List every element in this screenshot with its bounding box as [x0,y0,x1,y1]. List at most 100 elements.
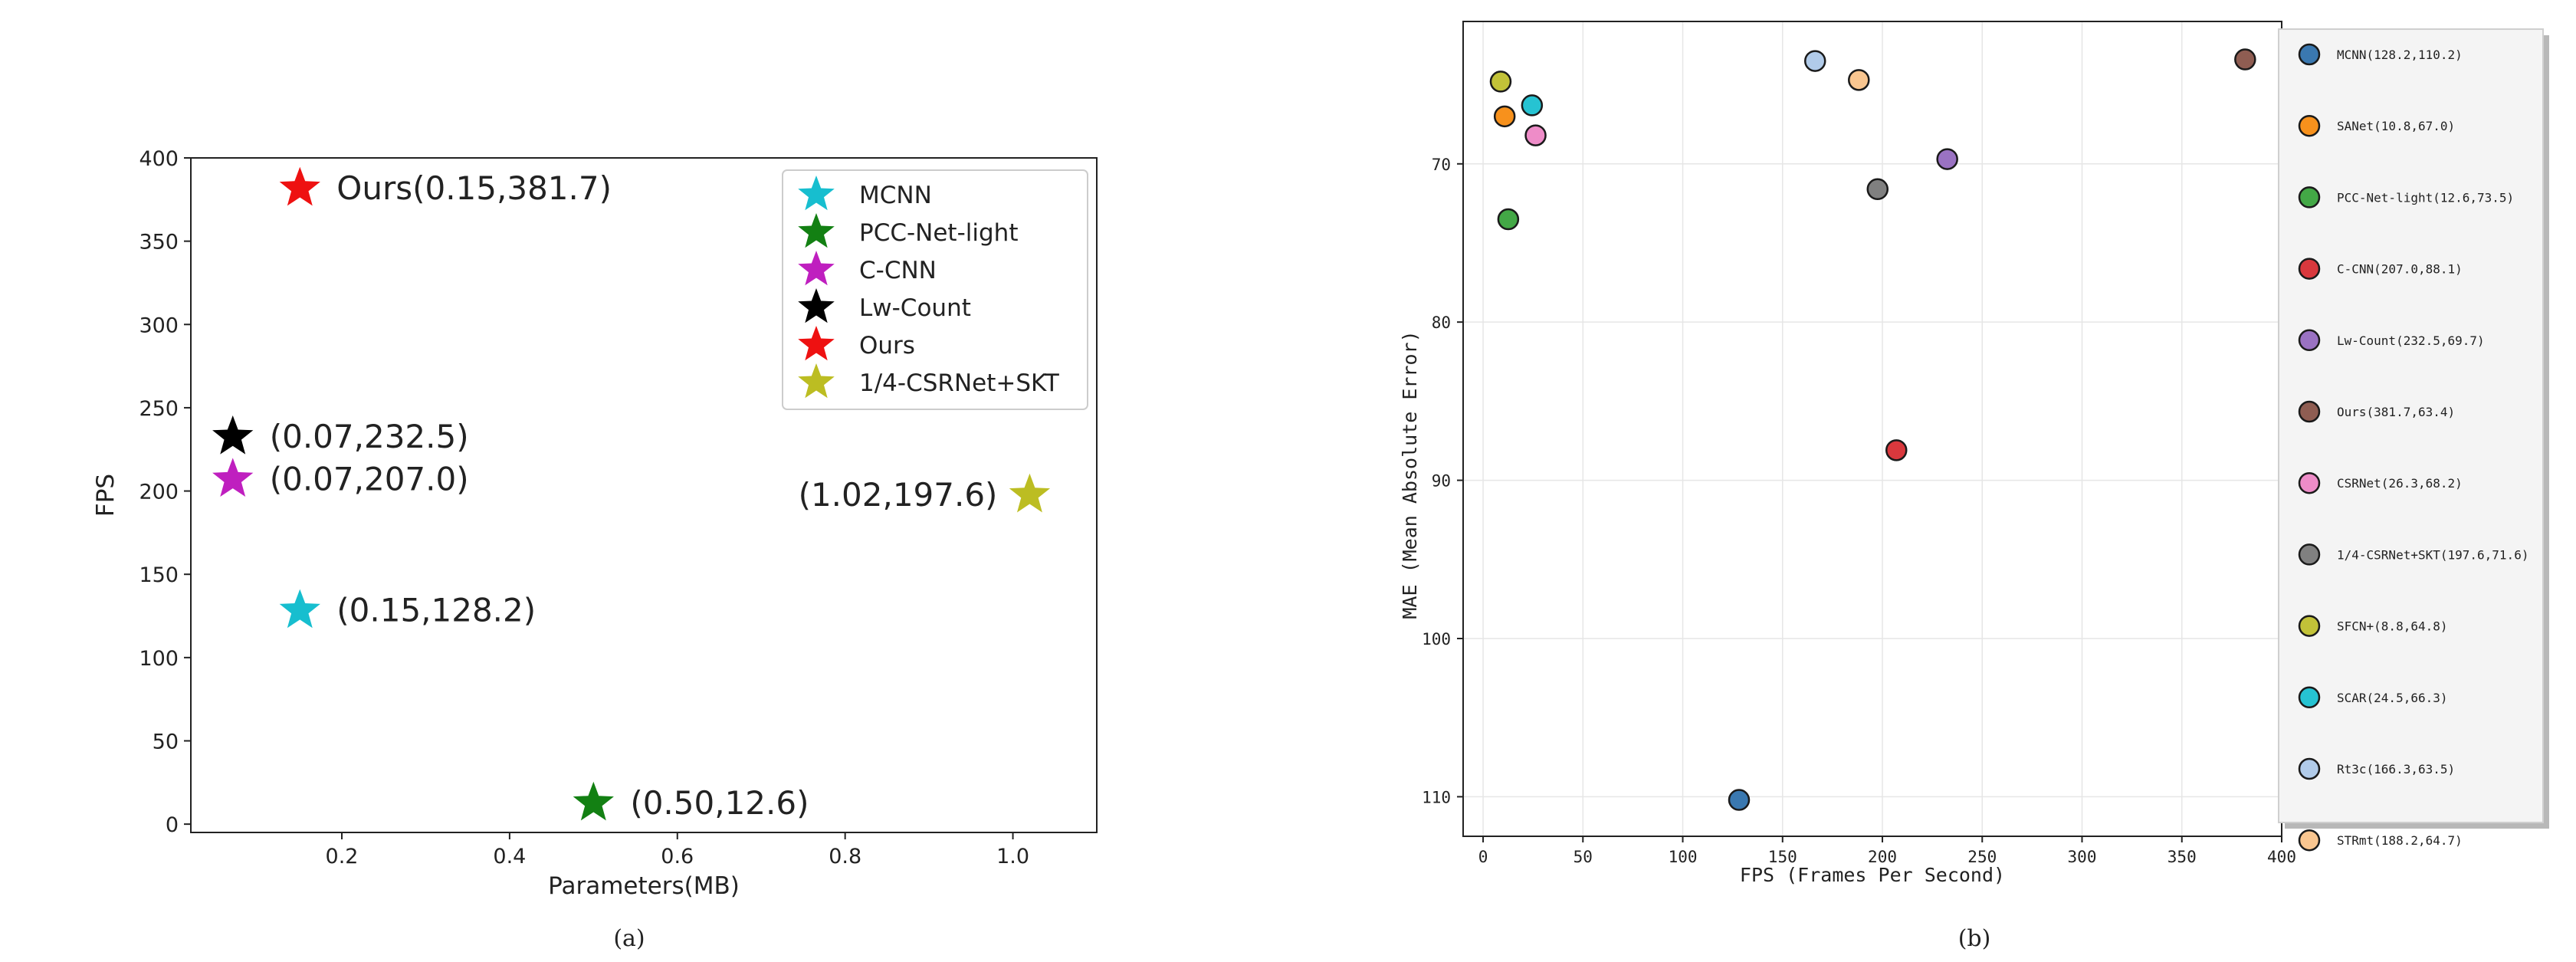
chart-a-legend-swatch [798,176,835,211]
chart-a-x-tick-label: 0.2 [326,845,359,868]
chart-b-x-tick-label: 250 [1967,848,1997,866]
chart-b-x-axis-label: FPS (Frames Per Second) [1740,864,2005,886]
chart-b-legend-label: PCC-Net-light(12.6,73.5) [2337,190,2514,205]
chart-b-legend-label: SANet(10.8,67.0) [2337,119,2455,133]
chart-a-legend-label: PCC-Net-light [859,219,1018,247]
chart-a-x-tick-label: 0.8 [829,845,861,868]
chart-b-point-c-cnn [1885,439,1908,461]
chart-b-point-rt3c [1803,50,1826,72]
chart-b-legend-label: SFCN+(8.8,64.8) [2337,619,2448,634]
chart-b-point-strmt [1848,69,1870,91]
chart-a-legend-label: C-CNN [859,257,937,284]
chart-b-legend-swatch [2298,186,2321,208]
chart-b-y-tick-label: 110 [1422,788,1451,806]
chart-b-point-csrnet [1524,124,1547,146]
chart-b-x-tick-label: 150 [1768,848,1797,866]
chart-a-legend-swatch [798,363,835,399]
chart-b-legend-swatch [2298,615,2321,637]
chart-a-legend: MCNN PCC-Net-light C-CNN Lw-Count Ours 1/4-CS… [782,169,1088,410]
chart-b-x-tick-label: 400 [2267,848,2296,866]
chart-b-y-tick-label: 100 [1422,630,1451,648]
chart-b-legend-label: STRmt(188.2,64.7) [2337,833,2463,848]
chart-b-legend-swatch [2298,543,2321,566]
chart-a-legend-swatch [798,251,835,286]
chart-a-legend-label: Lw-Count [859,294,971,322]
chart-b-y-tick-label: 70 [1432,156,1451,174]
chart-a-legend-label: Ours [859,332,915,360]
chart-b-point-scar [1521,94,1544,117]
chart-a-legend-label: 1/4-CSRNet+SKT [859,369,1060,397]
chart-b-legend-label: Ours(381.7,63.4) [2337,405,2455,419]
chart-b-point-sanet [1493,105,1516,128]
chart-b-grid [1463,21,2282,836]
chart-b-legend-label: SCAR(24.5,66.3) [2337,691,2448,705]
chart-b-x-tick-label: 100 [1669,848,1698,866]
chart-b-point-lw-count [1936,148,1958,170]
chart-b-legend-swatch [2298,258,2321,280]
chart-a-legend-swatch [798,288,835,323]
chart-a-x-tick-label: 0.6 [661,845,694,868]
chart-b-point-1-4-csrnet-skt [1866,178,1889,201]
chart-b-point-ours [2234,48,2256,71]
chart-a-data-label: Ours(0.15,381.7) [336,169,612,207]
chart-b-plot-frame [1462,21,2282,837]
chart-a-point-c-cnn [212,458,254,497]
chart-b-y-tick-label: 80 [1432,314,1451,332]
chart-b-legend-swatch [2298,43,2321,66]
chart-b-legend-swatch [2298,329,2321,352]
chart-b-points [1489,48,2256,811]
chart-a-legend-swatch [798,326,835,361]
chart-a-y-tick-label: 400 [139,147,179,171]
chart-b-point-pcc-net-light [1497,208,1520,231]
chart-b-x-tick-label: 0 [1478,848,1488,866]
chart-b-legend-swatch [2298,829,2321,852]
chart-a-y-tick-label: 50 [153,730,179,754]
chart-b-ticks: 0 50 100 150 200 250 300 350 400 70 80 90 100 110 [1422,156,2296,866]
chart-a-y-tick-label: 100 [139,647,179,671]
chart-a-point-pcc-net-light [573,781,614,821]
chart-a-point-lw-count [212,415,254,455]
chart-a: 0.2 0.4 0.6 0.8 1.0050100150200250300350400 … [92,147,1098,952]
chart-a-point-1-4-csrnet-skt [1009,473,1051,513]
chart-a-y-axis-label: FPS [92,474,120,517]
chart-a-y-tick-label: 200 [139,481,179,504]
chart-a-caption: (a) [613,925,645,952]
chart-a-y-tick-label: 300 [139,314,179,337]
chart-b-legend-box [2278,28,2544,823]
chart-b: 0 50 100 150 200 250 300 350 400 70 80 90 100 110 MCN… [1399,21,2549,952]
chart-b-x-tick-label: 50 [1573,848,1593,866]
chart-b-point-sfcn- [1489,71,1512,93]
chart-a-points: (0.15,128.2) (0.50,12.6) (0.07,207.0) (0.07… [212,166,1051,822]
chart-a-x-axis-label: Parameters(MB) [548,872,740,900]
chart-b-legend-swatch [2298,686,2321,709]
chart-b-legend-label: Lw-Count(232.5,69.7) [2337,333,2485,348]
chart-b-legend-label: Rt3c(166.3,63.5) [2337,762,2455,776]
chart-a-data-label: (0.50,12.6) [630,784,809,822]
chart-b-y-axis-label: MAE (Mean Absolute Error) [1399,330,1421,619]
chart-b-legend-label: C-CNN(207.0,88.1) [2337,262,2463,277]
chart-b-legend-swatch [2298,757,2321,780]
chart-a-legend-label: MCNN [859,182,932,209]
chart-b-legend-swatch [2298,471,2321,494]
chart-a-point-ours [279,166,320,206]
chart-b-legend-swatch [2298,400,2321,423]
chart-b-legend: MCNN(128.2,110.2) SANet(10.8,67.0) PCC-Net… [2278,28,2549,852]
chart-b-point-mcnn [1728,789,1751,811]
chart-b-x-tick-label: 300 [2068,848,2097,866]
chart-b-y-tick-label: 90 [1432,472,1451,491]
chart-a-y-tick-label: 150 [139,563,179,587]
chart-a-y-tick-label: 250 [139,397,179,421]
chart-b-x-tick-label: 200 [1868,848,1897,866]
chart-a-plot-frame [190,157,1098,833]
chart-a-y-tick-label: 0 [166,813,179,837]
chart-a-legend-box [782,169,1088,410]
chart-b-legend-label: MCNN(128.2,110.2) [2337,48,2463,62]
chart-a-x-tick-label: 1.0 [996,845,1029,868]
chart-a-x-tick-label: 0.4 [493,845,526,868]
chart-b-caption: (b) [1958,925,1991,952]
chart-a-data-label: (0.15,128.2) [336,592,536,629]
chart-b-legend-label: CSRNet(26.3,68.2) [2337,476,2463,491]
chart-a-y-tick-label: 350 [139,231,179,254]
chart-b-x-tick-label: 350 [2167,848,2197,866]
